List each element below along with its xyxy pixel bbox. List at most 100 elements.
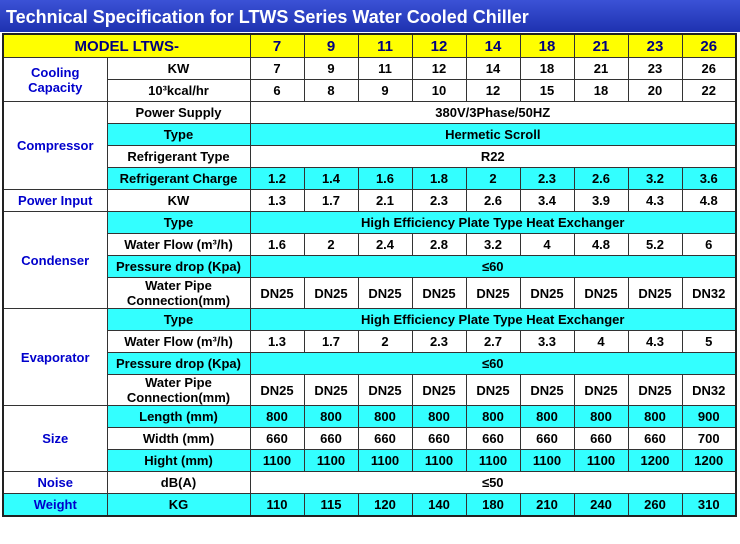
value: 22 [681,79,737,102]
value: DN32 [681,374,737,406]
row-label: Pressure drop (Kpa) [106,255,251,278]
value: DN25 [303,277,359,309]
row-label: Type [106,211,251,234]
value: 2.4 [357,233,413,256]
value: 1.8 [411,167,467,190]
row-label: KG [106,493,251,517]
spec-row: Power Input KW 1.3 1.7 2.1 2.3 2.6 3.4 3.9 4.3 4.8 [2,189,737,212]
value: 2.3 [411,189,467,212]
value: DN25 [411,374,467,406]
row-label: Hight (mm) [106,449,251,472]
value: 800 [519,405,575,428]
value: 3.2 [465,233,521,256]
value: 2.6 [573,167,629,190]
value: 5 [681,330,737,353]
value: 1.3 [249,189,305,212]
row-label: 10³kcal/hr [106,79,251,102]
model: 9 [303,33,359,58]
value: 18 [573,79,629,102]
value: 1.4 [303,167,359,190]
spec-row: Refrigerant Charge 1.2 1.4 1.6 1.8 2 2.3 2.6 3.2… [3,167,737,190]
value: 210 [519,493,575,517]
value: 15 [519,79,575,102]
value: 7 [249,57,305,80]
value: 6 [249,79,305,102]
value: 380V/3Phase/50HZ [249,101,737,124]
row-label: KW [106,189,251,212]
value: 2.6 [465,189,521,212]
value: 660 [627,427,683,450]
group-label: Cooling Capacity [2,57,108,102]
value: DN25 [519,374,575,406]
value: Hermetic Scroll [249,123,737,146]
spec-row: Size Length (mm) 800 800 800 800 800 800 800 800 9… [2,405,737,472]
row-label: Type [106,123,251,146]
value: 1.2 [249,167,305,190]
value: 1200 [627,449,683,472]
value: 1100 [357,449,413,472]
value: 660 [249,427,305,450]
value: 4.3 [627,330,683,353]
header-row: MODEL LTWS- 7 9 11 12 14 18 21 23 26 [2,33,737,58]
value: 140 [411,493,467,517]
value: 2.7 [465,330,521,353]
spec-row: Water Flow (m³/h) 1.6 2 2.4 2.8 3.2 4 4.8 5.2 6 [3,233,737,256]
value: 180 [465,493,521,517]
value: 1200 [681,449,737,472]
group-label: Size [2,405,108,472]
value: 660 [573,427,629,450]
row-label: Pressure drop (Kpa) [106,352,251,375]
group-label: Evaporator [2,308,108,406]
group-label: Weight [2,493,108,517]
value: 660 [411,427,467,450]
value: 1.7 [303,189,359,212]
row-label: KW [106,57,251,80]
value: DN25 [411,277,467,309]
spec-row: Evaporator Type High Efficiency Plate Type… [2,308,737,406]
value: 800 [249,405,305,428]
value: 800 [465,405,521,428]
value: DN25 [249,374,305,406]
spec-row: Refrigerant Type R22 [3,145,737,168]
value: 5.2 [627,233,683,256]
model: 7 [249,33,305,58]
value: High Efficiency Plate Type Heat Exchange… [249,308,737,331]
value: 800 [357,405,413,428]
model: 11 [357,33,413,58]
value: 4.8 [681,189,737,212]
value: 20 [627,79,683,102]
spec-row: Water Flow (m³/h) 1.3 1.7 2 2.3 2.7 3.3 4 4.3 5 [3,330,737,353]
model: 26 [681,33,737,58]
row-label: Refrigerant Type [106,145,251,168]
model: 23 [627,33,683,58]
value: 2 [303,233,359,256]
value: 21 [573,57,629,80]
value: 9 [357,79,413,102]
value: 1100 [465,449,521,472]
value: 660 [357,427,413,450]
group-label: Noise [2,471,108,494]
value: 4.3 [627,189,683,212]
row-label: Water Flow (m³/h) [106,233,251,256]
model: 12 [411,33,467,58]
value: DN25 [519,277,575,309]
value: DN25 [249,277,305,309]
value: 2.8 [411,233,467,256]
value: 6 [681,233,737,256]
value: DN25 [357,374,413,406]
model-label: MODEL LTWS- [2,33,251,58]
spec-row: Width (mm) 660 660 660 660 660 660 660 660 700 [3,427,737,450]
value: 800 [411,405,467,428]
value: 800 [627,405,683,428]
value: 660 [519,427,575,450]
value: 1100 [249,449,305,472]
value: DN25 [627,374,683,406]
value: DN25 [465,374,521,406]
value: DN25 [357,277,413,309]
value: 660 [465,427,521,450]
value: 240 [573,493,629,517]
value: DN25 [303,374,359,406]
spec-row: Hight (mm) 1100 1100 1100 1100 1100 1100 1100 12… [3,449,737,472]
group-label: Power Input [2,189,108,212]
